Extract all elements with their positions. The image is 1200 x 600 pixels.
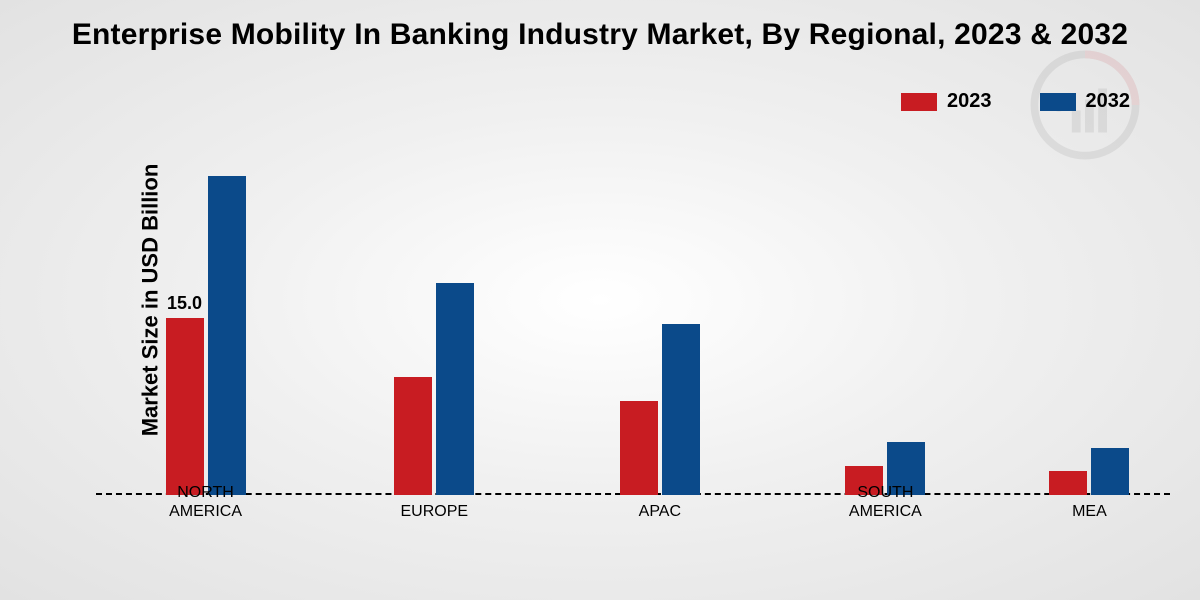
legend-label-2023: 2023	[947, 90, 992, 113]
bar-2023	[1049, 471, 1087, 495]
bar-2023	[394, 377, 432, 495]
legend-swatch-2023	[901, 93, 937, 111]
bar-group: SOUTH AMERICA	[845, 442, 925, 495]
bar-2032	[436, 283, 474, 495]
legend-item-2032: 2032	[1040, 90, 1131, 113]
bar-2032	[208, 176, 246, 495]
bar-group: EUROPE	[394, 283, 474, 495]
bar-group: APAC	[620, 324, 700, 495]
bar-2032	[662, 324, 700, 495]
chart-title: Enterprise Mobility In Banking Industry …	[0, 18, 1200, 52]
x-axis-category-label: EUROPE	[401, 503, 469, 521]
legend-label-2032: 2032	[1086, 90, 1131, 113]
bar-group: MEA	[1049, 448, 1129, 495]
chart-legend: 2023 2032	[901, 90, 1130, 113]
x-axis-category-label: SOUTH AMERICA	[849, 484, 922, 521]
x-axis-category-label: APAC	[639, 503, 681, 521]
plot-area: 15.0NORTH AMERICA EUROPE APAC SOUTH AMERICA…	[96, 150, 1170, 495]
x-axis-category-label: NORTH AMERICA	[169, 484, 242, 521]
x-axis-category-label: MEA	[1072, 503, 1107, 521]
legend-item-2023: 2023	[901, 90, 992, 113]
bar-2023	[166, 318, 204, 495]
bar-2023	[620, 401, 658, 495]
bar-group: 15.0NORTH AMERICA	[166, 176, 246, 495]
legend-swatch-2032	[1040, 93, 1076, 111]
bar-2032	[1091, 448, 1129, 495]
bar-value-label: 15.0	[167, 293, 202, 314]
